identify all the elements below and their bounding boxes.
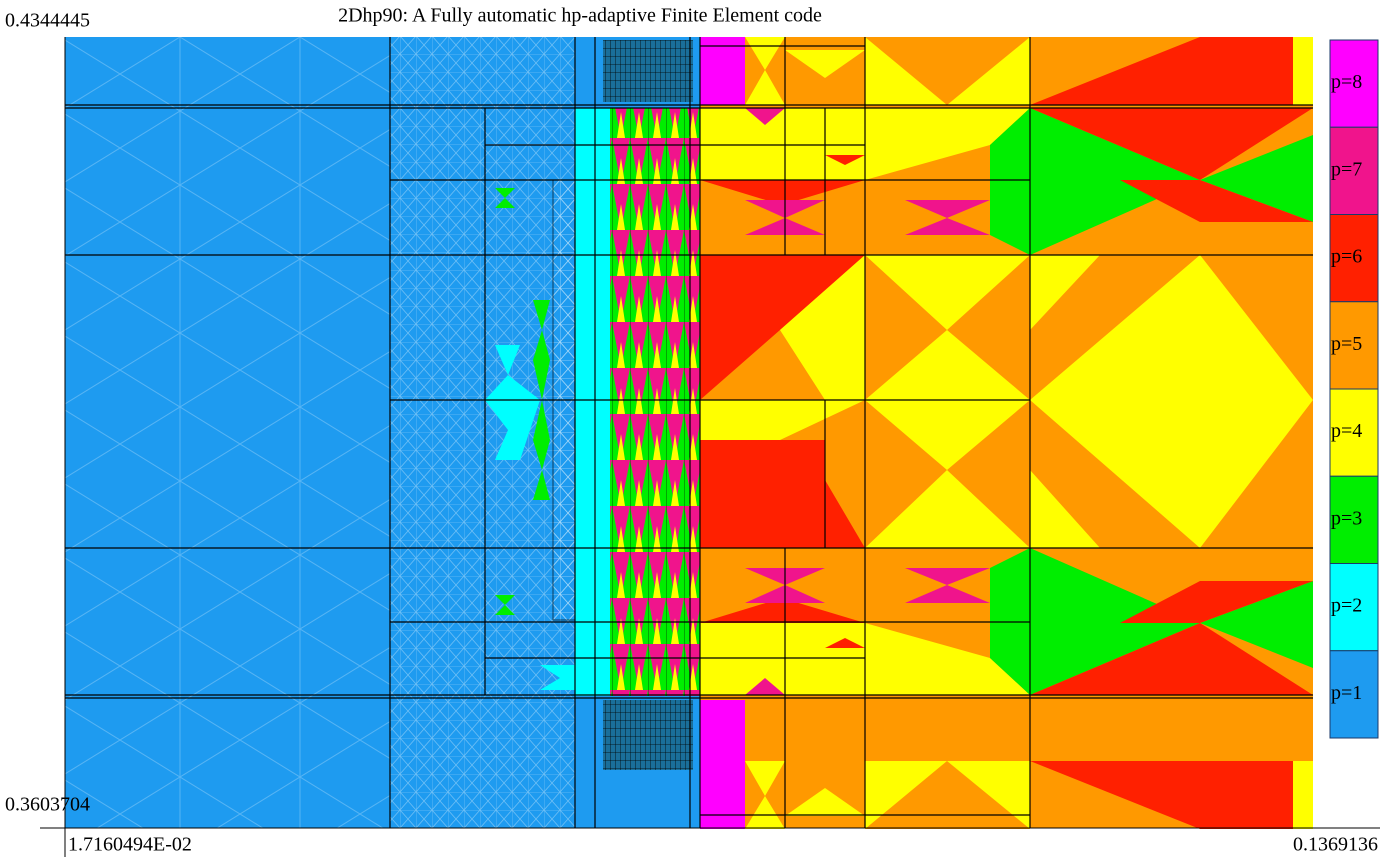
middle-band bbox=[700, 255, 1313, 548]
legend-swatch bbox=[1329, 475, 1379, 564]
y-top-label: 0.4344445 bbox=[5, 10, 90, 32]
mesh-lines bbox=[65, 37, 390, 828]
region-p2 bbox=[575, 108, 610, 696]
x-left-label: 1.7160494E-02 bbox=[68, 834, 192, 856]
mesh-edges bbox=[65, 37, 1313, 828]
legend-swatch bbox=[1329, 388, 1379, 477]
legend-swatch bbox=[1329, 301, 1379, 390]
legend-swatch bbox=[1329, 650, 1379, 739]
feature bbox=[495, 595, 515, 615]
legend: p=8 p=7 p=6 p=5 p=4 p=3 p=2 p=1 bbox=[1329, 39, 1379, 739]
dense-mesh bbox=[603, 40, 693, 102]
legend-label: p=7 bbox=[1331, 158, 1362, 180]
legend-label: p=2 bbox=[1331, 595, 1362, 617]
legend-label: p=5 bbox=[1331, 333, 1362, 355]
legend-label: p=3 bbox=[1331, 507, 1362, 529]
legend-swatch bbox=[1329, 563, 1379, 652]
feature bbox=[700, 700, 745, 770]
legend-label: p=6 bbox=[1331, 246, 1362, 268]
feature bbox=[495, 188, 515, 208]
legend-label: p=4 bbox=[1331, 420, 1362, 442]
x-right-label: 0.1369136 bbox=[1293, 834, 1378, 856]
y-bottom-label: 0.3603704 bbox=[5, 794, 90, 816]
region-mixed bbox=[610, 108, 700, 696]
dense-mesh bbox=[603, 700, 693, 770]
title: 2Dhp90: A Fully automatic hp-adaptive Fi… bbox=[338, 5, 822, 27]
feature bbox=[540, 665, 575, 690]
feature bbox=[485, 345, 540, 460]
legend-swatch bbox=[1329, 214, 1379, 303]
feature bbox=[533, 300, 550, 500]
legend-swatch bbox=[1329, 39, 1379, 128]
legend-label: p=1 bbox=[1331, 682, 1362, 704]
legend-label: p=8 bbox=[1331, 71, 1362, 93]
